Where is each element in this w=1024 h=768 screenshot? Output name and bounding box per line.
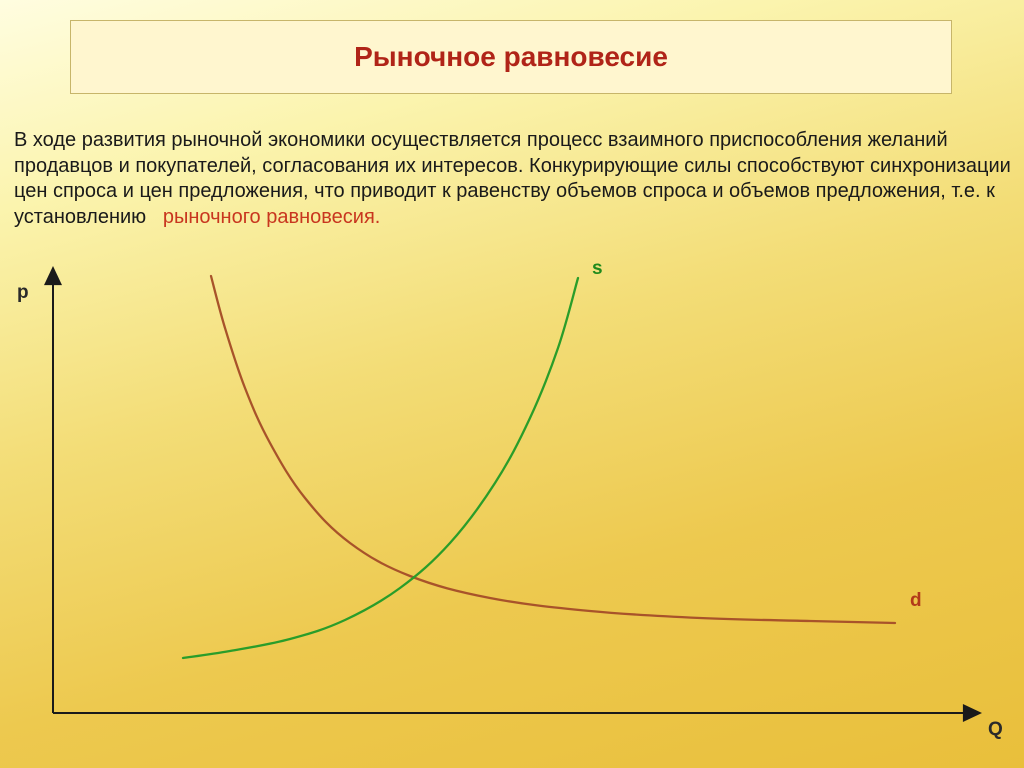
supply-label: s [592, 258, 603, 280]
page-title: Рыночное равновесие [354, 41, 668, 73]
demand-label: d [910, 590, 922, 612]
axis-label-p: p [17, 282, 29, 304]
chart-svg [0, 258, 1024, 758]
title-box: Рыночное равновесие [70, 20, 952, 94]
paragraph-highlight: рыночного равновесия. [163, 206, 380, 228]
axis-label-q: Q [988, 719, 1003, 741]
equilibrium-chart: p Q s d [0, 258, 1024, 758]
description-paragraph: В ходе развития рыночной экономики осуще… [14, 128, 1014, 230]
